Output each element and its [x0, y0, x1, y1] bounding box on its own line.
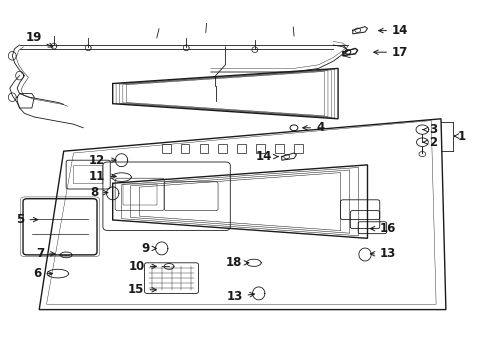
Text: 6: 6 [33, 267, 52, 280]
Text: 5: 5 [16, 213, 38, 226]
Text: 3: 3 [423, 123, 437, 136]
Text: 4: 4 [303, 121, 324, 134]
Text: 19: 19 [25, 31, 53, 47]
Text: 16: 16 [370, 222, 396, 235]
Text: 2: 2 [423, 136, 437, 149]
Text: 7: 7 [36, 247, 55, 260]
Text: 1: 1 [454, 130, 466, 143]
Text: 13: 13 [370, 247, 396, 260]
Text: 14: 14 [379, 24, 408, 37]
Text: 13: 13 [226, 291, 254, 303]
Text: 11: 11 [89, 170, 116, 183]
Text: 10: 10 [128, 260, 156, 273]
Text: 17: 17 [374, 46, 408, 59]
Text: 14: 14 [256, 150, 278, 163]
Text: 8: 8 [90, 186, 108, 199]
Text: 18: 18 [226, 256, 248, 269]
Circle shape [54, 271, 62, 276]
Text: 9: 9 [141, 242, 156, 255]
Text: 15: 15 [128, 283, 156, 296]
Text: 12: 12 [89, 154, 116, 167]
